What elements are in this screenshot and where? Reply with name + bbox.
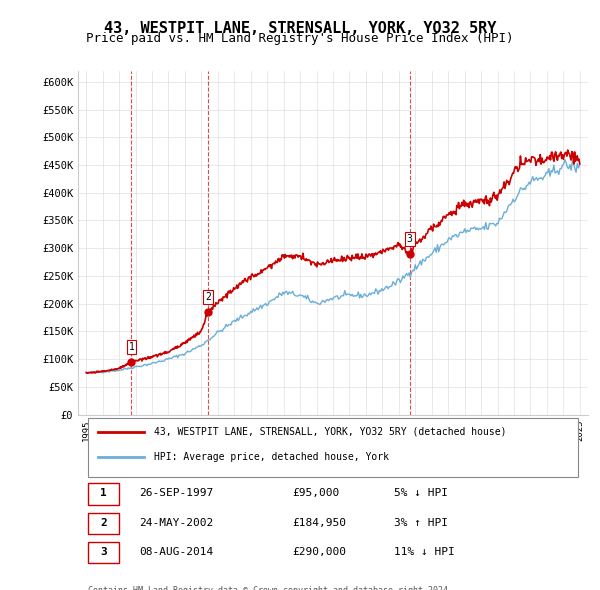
Text: 43, WESTPIT LANE, STRENSALL, YORK, YO32 5RY: 43, WESTPIT LANE, STRENSALL, YORK, YO32 …: [104, 21, 496, 35]
Text: 1: 1: [128, 342, 134, 352]
FancyBboxPatch shape: [88, 513, 119, 534]
Text: £95,000: £95,000: [292, 488, 340, 498]
Text: 08-AUG-2014: 08-AUG-2014: [139, 547, 214, 557]
Text: 26-SEP-1997: 26-SEP-1997: [139, 488, 214, 498]
Text: 2: 2: [100, 517, 107, 527]
Text: 11% ↓ HPI: 11% ↓ HPI: [394, 547, 455, 557]
Text: 3% ↑ HPI: 3% ↑ HPI: [394, 517, 448, 527]
Text: 3: 3: [100, 547, 107, 557]
FancyBboxPatch shape: [88, 483, 119, 504]
FancyBboxPatch shape: [88, 542, 119, 563]
Text: 1: 1: [100, 488, 107, 498]
Text: Contains HM Land Registry data © Crown copyright and database right 2024.
This d: Contains HM Land Registry data © Crown c…: [88, 586, 453, 590]
Text: HPI: Average price, detached house, York: HPI: Average price, detached house, York: [155, 452, 389, 462]
Text: Price paid vs. HM Land Registry's House Price Index (HPI): Price paid vs. HM Land Registry's House …: [86, 32, 514, 45]
Text: 24-MAY-2002: 24-MAY-2002: [139, 517, 214, 527]
Text: £184,950: £184,950: [292, 517, 346, 527]
Text: 3: 3: [407, 234, 413, 244]
Text: 2: 2: [205, 292, 211, 302]
Text: 43, WESTPIT LANE, STRENSALL, YORK, YO32 5RY (detached house): 43, WESTPIT LANE, STRENSALL, YORK, YO32 …: [155, 427, 507, 437]
FancyBboxPatch shape: [88, 418, 578, 477]
Text: £290,000: £290,000: [292, 547, 346, 557]
Text: 5% ↓ HPI: 5% ↓ HPI: [394, 488, 448, 498]
